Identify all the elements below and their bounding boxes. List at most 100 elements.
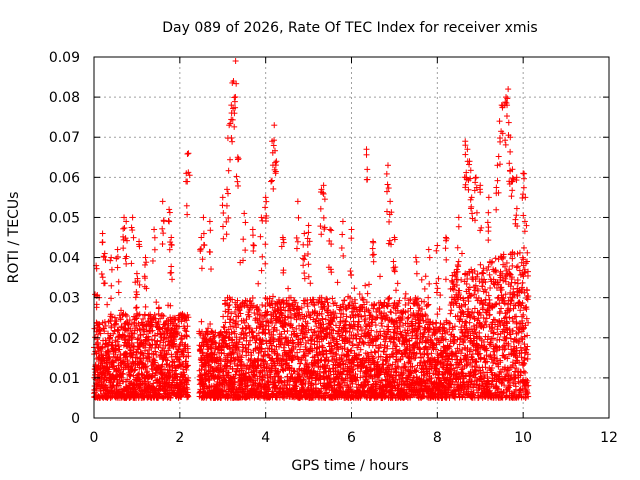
data-point [144, 368, 151, 375]
data-point [162, 342, 169, 349]
data-point [437, 292, 444, 299]
data-point [308, 326, 315, 333]
data-point [107, 311, 114, 318]
data-point [334, 279, 341, 286]
data-point [313, 381, 320, 388]
data-point [130, 351, 137, 358]
data-point [135, 320, 142, 327]
data-point [121, 326, 128, 333]
data-point [466, 319, 473, 326]
data-point [128, 339, 135, 346]
data-point [129, 359, 136, 366]
data-point [145, 337, 152, 344]
data-point [154, 338, 161, 345]
data-point [142, 364, 149, 371]
data-point [455, 258, 462, 265]
data-point [424, 302, 431, 309]
data-point [104, 384, 111, 391]
data-point [104, 301, 111, 308]
data-point [91, 325, 98, 332]
data-point [151, 311, 158, 318]
data-point [362, 282, 369, 289]
data-point [127, 347, 134, 354]
data-point [239, 325, 246, 332]
data-point [152, 348, 159, 355]
data-point [108, 323, 115, 330]
data-point [130, 381, 137, 388]
data-point [153, 351, 160, 358]
data-point [119, 359, 126, 366]
data-point [118, 307, 125, 314]
data-point [284, 327, 291, 334]
data-point [136, 311, 143, 318]
data-point [152, 359, 159, 366]
data-point [351, 285, 358, 292]
data-point [140, 315, 147, 322]
data-point [124, 357, 131, 364]
data-point [447, 310, 454, 317]
data-point [110, 359, 117, 366]
data-point [258, 267, 265, 274]
data-point [198, 318, 205, 325]
data-point [115, 326, 122, 333]
data-point [109, 314, 116, 321]
data-point [255, 280, 262, 287]
data-point [127, 325, 134, 332]
data-point [123, 313, 130, 320]
data-point [145, 333, 152, 340]
data-point [122, 311, 129, 318]
data-point [134, 310, 141, 317]
data-point [348, 347, 355, 354]
data-point [114, 338, 121, 345]
data-point [116, 346, 123, 353]
data-point [137, 356, 144, 363]
data-point [118, 374, 125, 381]
data-point [95, 320, 102, 327]
data-point [106, 354, 113, 361]
data-point [372, 349, 379, 356]
data-point [424, 351, 431, 358]
data-point [329, 295, 336, 302]
data-point [125, 321, 132, 328]
data-point [378, 320, 385, 327]
data-point [375, 348, 382, 355]
data-point [142, 303, 149, 310]
data-point [157, 315, 164, 322]
data-point [422, 273, 429, 280]
data-point [131, 330, 138, 337]
y-axis-label: ROTI / TECUs [6, 192, 22, 284]
data-point [142, 344, 149, 351]
data-point [149, 327, 156, 334]
data-point [113, 318, 120, 325]
data-point [141, 311, 148, 318]
data-point [114, 327, 121, 334]
data-point [100, 377, 107, 384]
data-point [285, 285, 292, 292]
data-point [402, 290, 409, 297]
data-point [225, 309, 232, 316]
data-point [102, 322, 109, 329]
data-point [130, 343, 137, 350]
data-point [155, 304, 162, 311]
data-point [307, 280, 314, 287]
data-point [137, 326, 144, 333]
data-point [379, 322, 386, 329]
data-point [364, 290, 371, 297]
data-point [155, 319, 162, 326]
data-point [323, 295, 330, 302]
data-point [112, 320, 119, 327]
data-point [134, 336, 141, 343]
data-point [119, 370, 126, 377]
data-point [388, 309, 395, 316]
data-point [377, 273, 384, 280]
data-point [99, 352, 106, 359]
data-point [264, 345, 271, 352]
x-axis-label: GPS time / hours [291, 458, 408, 474]
data-point [143, 363, 150, 370]
data-point [133, 304, 140, 311]
data-point [417, 350, 424, 357]
data-point [117, 316, 124, 323]
data-point [386, 294, 393, 301]
data-point [421, 285, 428, 292]
data-point [459, 250, 466, 257]
